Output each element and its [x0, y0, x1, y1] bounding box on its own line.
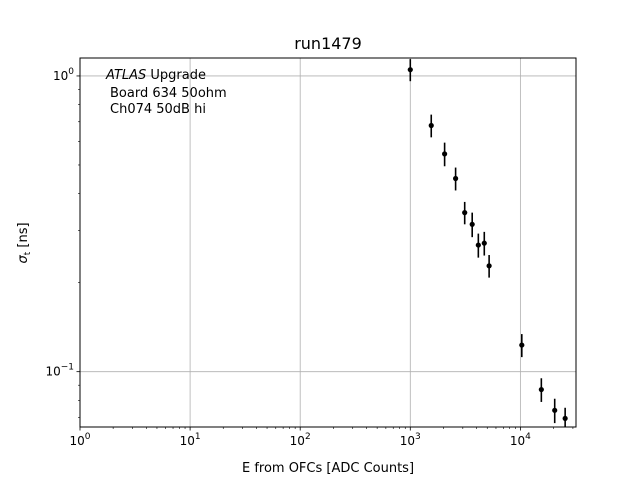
data-point	[453, 175, 459, 182]
x-tick-label: 100	[69, 432, 90, 448]
atlas-annotation: ATLAS Upgrade Board 634 50ohm Ch074 50dB…	[105, 68, 227, 117]
y-tick-label: 10−1	[45, 363, 74, 379]
x-tick-label: 103	[400, 432, 421, 448]
annotation-upgrade: Upgrade	[146, 68, 206, 83]
svg-text:σt [ns]: σt [ns]	[16, 222, 33, 263]
annotation-atlas: ATLAS	[105, 68, 146, 83]
x-tick-label: 101	[180, 432, 201, 448]
data-point	[519, 342, 525, 348]
chart-title: run1479	[294, 34, 362, 53]
x-axis-label: E from OFCs [ADC Counts]	[242, 461, 414, 476]
data-point	[407, 67, 413, 73]
tick-layer: 100 101 102 103 104 100 10−1	[45, 67, 574, 448]
data-point	[462, 210, 468, 216]
data-point	[469, 221, 475, 227]
data-point	[538, 386, 544, 393]
x-tick-label: 104	[510, 432, 531, 448]
data-layer	[407, 59, 568, 427]
data-point	[481, 240, 487, 246]
annotation-board: Board 634 50ohm	[110, 86, 227, 101]
svg-text:ATLAS Upgrade: ATLAS Upgrade	[105, 68, 206, 83]
data-point	[475, 242, 481, 248]
y-tick-label: 100	[53, 67, 74, 83]
annotation-channel: Ch074 50dB hi	[110, 102, 206, 117]
y-axis-label: σt [ns]	[16, 222, 33, 263]
data-point	[562, 415, 568, 422]
data-point	[442, 151, 448, 157]
data-point	[486, 263, 492, 269]
axes-frame	[79, 57, 577, 428]
x-tick-label: 102	[290, 432, 311, 448]
grid-layer	[80, 58, 576, 427]
data-point	[428, 122, 434, 129]
data-point	[552, 407, 558, 413]
